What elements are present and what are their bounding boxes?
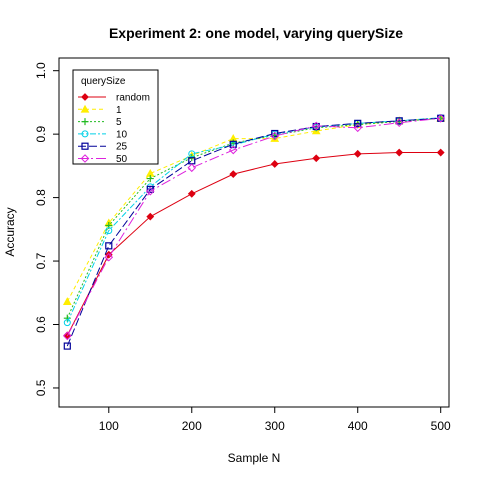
data-point xyxy=(145,186,155,196)
x-tick-label: 200 xyxy=(182,419,202,433)
y-tick-label: 1.0 xyxy=(34,62,48,79)
data-point xyxy=(270,131,280,141)
data-point xyxy=(62,331,72,341)
data-point xyxy=(270,160,279,168)
legend-marker xyxy=(81,142,89,150)
series-group xyxy=(62,113,446,350)
x-axis-label: Sample N xyxy=(228,451,281,465)
data-point xyxy=(395,148,404,157)
data-point xyxy=(271,129,279,138)
data-point xyxy=(105,242,113,250)
series-50 xyxy=(62,113,446,341)
data-point xyxy=(353,123,363,133)
x-tick-label: 100 xyxy=(99,419,119,433)
legend-item: 25 xyxy=(78,142,128,153)
legend-label: random xyxy=(116,93,150,104)
data-point xyxy=(353,149,362,158)
data-point xyxy=(229,140,237,148)
legend-title: querySize xyxy=(81,76,126,87)
x-tick-label: 300 xyxy=(265,419,285,433)
data-point xyxy=(63,342,71,350)
legend-box xyxy=(72,69,159,165)
data-point xyxy=(228,145,238,155)
legend-marker xyxy=(80,154,90,163)
legend-label: 50 xyxy=(116,154,128,165)
y-tick-label: 0.9 xyxy=(34,125,48,142)
y-tick-label: 0.8 xyxy=(34,189,48,206)
series-line xyxy=(66,117,441,337)
legend-item: random xyxy=(78,93,150,104)
data-point xyxy=(105,227,113,235)
y-axis-label: Accuracy xyxy=(3,207,17,256)
data-point xyxy=(229,170,238,179)
series-line xyxy=(66,152,441,336)
plot-frame xyxy=(58,57,450,408)
series-line xyxy=(66,117,441,347)
legend-label: 5 xyxy=(116,117,122,128)
chart-title: Experiment 2: one model, varying querySi… xyxy=(109,25,403,41)
data-point xyxy=(146,212,155,221)
data-point xyxy=(187,163,197,173)
x-tick-label: 500 xyxy=(431,419,451,433)
legend-item: 1 xyxy=(78,104,122,116)
y-tick-label: 0.5 xyxy=(34,379,48,396)
series-random xyxy=(63,148,445,340)
legend-item: 50 xyxy=(78,154,128,165)
x-axis: 100 200 300 400 500 xyxy=(99,407,451,433)
data-point xyxy=(394,118,404,128)
legend-marker xyxy=(81,118,89,126)
legend-marker xyxy=(81,130,89,138)
data-point xyxy=(104,252,114,262)
legend-item: 5 xyxy=(78,117,122,128)
legend-label: 10 xyxy=(116,129,128,140)
data-point xyxy=(395,117,403,125)
legend-label: 1 xyxy=(116,105,122,116)
x-tick-label: 400 xyxy=(348,419,368,433)
data-point xyxy=(187,189,196,198)
legend-label: 25 xyxy=(116,142,128,153)
y-tick-label: 0.6 xyxy=(34,316,48,333)
data-point xyxy=(311,121,321,131)
data-point xyxy=(436,148,445,157)
data-point xyxy=(312,154,321,163)
legend-marker xyxy=(80,104,90,113)
data-point xyxy=(63,319,71,327)
data-point xyxy=(62,297,72,305)
y-tick-label: 0.7 xyxy=(34,252,48,269)
series-line xyxy=(66,117,441,302)
legend-item: 10 xyxy=(78,129,128,140)
data-point xyxy=(188,150,196,158)
data-point xyxy=(436,113,446,123)
data-point xyxy=(146,175,154,183)
data-point xyxy=(354,119,362,127)
series-line xyxy=(66,117,441,319)
y-axis: 0.5 0.6 0.7 0.8 0.9 1.0 xyxy=(34,62,59,396)
legend-marker xyxy=(81,93,89,101)
